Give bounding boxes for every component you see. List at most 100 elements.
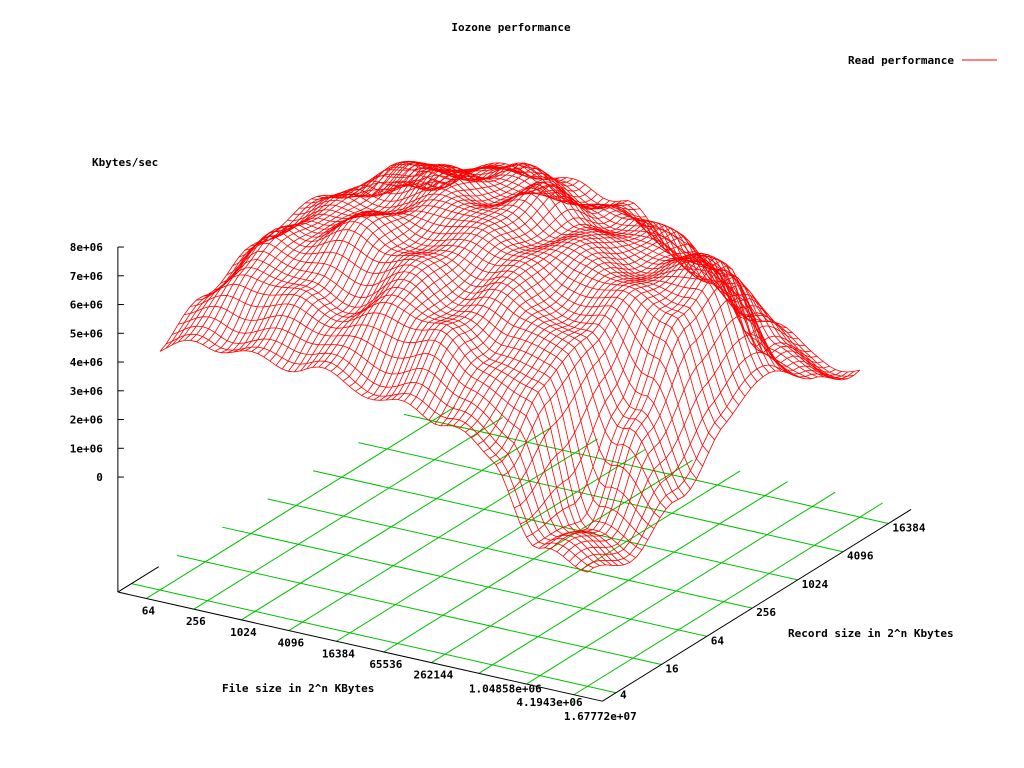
- file-size-axis: [117, 591, 603, 702]
- surface-line-file: [575, 352, 848, 567]
- surface-mesh: [159, 160, 861, 573]
- surface-line-record: [311, 191, 740, 406]
- surface-line-record: [281, 212, 709, 453]
- record-size-tick-label: 64: [711, 634, 725, 647]
- surface-line-file: [526, 256, 799, 538]
- grid-line-file-1024: [241, 427, 551, 621]
- surface-line-record: [256, 215, 685, 497]
- grid-line-file-256: [193, 416, 503, 610]
- z-tick-label: 5e+06: [70, 327, 103, 340]
- z-tick-label: 0: [96, 471, 103, 484]
- file-size-tick-label: 65536: [369, 658, 402, 671]
- axes: [117, 246, 912, 702]
- surface-line-file: [556, 293, 830, 553]
- surface-line-record: [226, 242, 655, 529]
- surface-line-record: [299, 199, 727, 423]
- grid-line-record-64: [222, 526, 707, 637]
- record-size-tick-label: 4: [620, 689, 627, 702]
- surface-line-file: [410, 219, 683, 405]
- surface-line-record: [165, 333, 594, 569]
- surface-line-file: [196, 166, 470, 343]
- z-tick-label: 8e+06: [70, 241, 103, 254]
- record-size-tick-label: 16: [665, 663, 679, 676]
- surface-line-file: [446, 231, 720, 426]
- surface-line-record: [171, 325, 600, 566]
- surface-line-file: [385, 213, 659, 401]
- base-left-edge: [117, 566, 160, 593]
- surface-line-file: [440, 227, 714, 427]
- z-tick-label: 7e+06: [70, 270, 103, 283]
- surface-line-record: [383, 168, 812, 380]
- surface-line-record: [208, 267, 637, 558]
- y-axis-label: Record size in 2^n Kbytes: [788, 627, 954, 640]
- grid-line-record-4096: [358, 442, 844, 553]
- surface-line-file: [501, 253, 775, 477]
- surface-line-record: [202, 274, 631, 563]
- surface-line-file: [190, 173, 464, 341]
- surface-line-file: [171, 182, 445, 346]
- grid-line-file-64: [146, 406, 456, 599]
- surface-line-file: [373, 199, 647, 401]
- surface-line-file: [568, 333, 842, 562]
- surface-line-record: [293, 204, 721, 430]
- surface-line-file: [403, 218, 677, 402]
- grid-line-file-16384: [336, 449, 646, 642]
- surface-line-file: [562, 313, 836, 557]
- x-axis-label: File size in 2^n KBytes: [222, 682, 374, 695]
- file-size-tick-label: 1024: [230, 626, 257, 639]
- grid-line-file-1.04858e+06: [478, 481, 788, 674]
- surface-line-file: [300, 167, 574, 372]
- surface-line-record: [268, 210, 697, 480]
- surface-line-file: [367, 191, 641, 399]
- surface-line-file: [379, 208, 653, 401]
- surface-line-file: [269, 165, 543, 362]
- surface-line-file: [550, 277, 824, 550]
- surface-line-record: [305, 195, 734, 415]
- z-tick-label: 4e+06: [70, 356, 103, 369]
- z-axis-label: Kbytes/sec: [92, 156, 158, 169]
- surface-line-record: [250, 221, 679, 500]
- surface-line-record: [196, 283, 625, 566]
- surface-line-file: [312, 178, 586, 368]
- surface-line-record: [262, 212, 691, 490]
- grid-line-record-16: [176, 554, 662, 666]
- surface-line-file: [587, 369, 861, 573]
- surface-line-file: [428, 222, 702, 421]
- legend-label: Read performance: [848, 54, 954, 67]
- chart-title: Iozone performance: [451, 21, 571, 34]
- surface-line-record: [335, 169, 764, 377]
- file-size-tick-label: 1.67772e+07: [564, 710, 637, 723]
- surface-line-file: [532, 258, 805, 546]
- record-size-tick-label: 256: [756, 606, 776, 619]
- surface-line-file: [514, 252, 787, 509]
- surface-line-record: [214, 259, 643, 551]
- surface-line-file: [581, 364, 855, 571]
- tick-labels: 0 1e+06 2e+06 3e+06 4e+06 5e+06 6e+06 7e+06 8e+0…: [70, 241, 926, 723]
- surface-line-record: [178, 316, 606, 566]
- surface-line-record: [287, 209, 715, 441]
- surface-line-file: [281, 162, 555, 370]
- grid-line-record-16384: [403, 413, 889, 525]
- surface-line-file: [416, 220, 689, 410]
- surface-line-record: [238, 230, 667, 510]
- file-size-tick-label: 4.1943e+06: [516, 696, 583, 709]
- grid-line-file-4096: [288, 438, 598, 631]
- z-tick-label: 6e+06: [70, 299, 103, 312]
- surface-line-record: [274, 210, 703, 467]
- surface-line-file: [391, 215, 665, 400]
- surface-line-record: [220, 250, 649, 540]
- grid-line-record-1024: [312, 470, 798, 581]
- record-size-tick-label: 1024: [802, 578, 829, 591]
- surface-line-file: [330, 191, 604, 372]
- surface-line-file: [434, 224, 708, 425]
- surface-line-record: [432, 162, 860, 373]
- surface-line-file: [275, 163, 549, 366]
- surface-line-file: [306, 172, 580, 370]
- grid-line-record-4: [131, 583, 617, 694]
- surface-line-record: [395, 162, 824, 378]
- surface-line-file: [245, 164, 518, 352]
- surface-line-file: [477, 258, 751, 445]
- surface-line-file: [452, 236, 726, 427]
- base-grid: [131, 406, 889, 696]
